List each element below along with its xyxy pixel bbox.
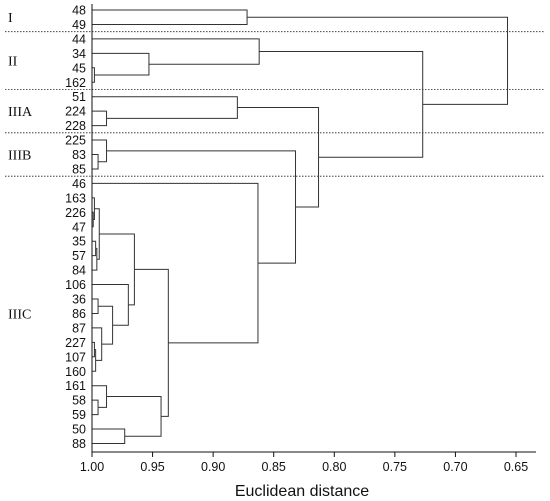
dendrogram-link-d17	[134, 268, 169, 417]
dendrogram-link-d3	[92, 240, 97, 257]
leaf-label: 107	[65, 350, 86, 364]
leaf-label: 49	[72, 18, 86, 32]
group-label: IIIC	[8, 307, 31, 322]
leaf-label: 86	[72, 307, 86, 321]
leaf-label: 46	[72, 177, 86, 191]
leaf-label: 106	[65, 278, 86, 292]
x-tick-label: 0.75	[383, 460, 407, 474]
dendrogram-link-d12	[99, 233, 135, 306]
dendrogram-link-b1	[92, 110, 108, 127]
x-tick-label: 0.85	[262, 460, 286, 474]
dendrogram-link-a2	[92, 52, 150, 76]
x-tick-label: 1.00	[80, 460, 104, 474]
leaf-label: 59	[72, 408, 86, 422]
leaf-label: 160	[65, 365, 86, 379]
leaf-label: 226	[65, 206, 86, 220]
leaf-label: 48	[72, 4, 86, 18]
dendrogram-branches	[92, 9, 509, 444]
x-tick-label: 0.90	[201, 460, 225, 474]
leaf-label: 225	[65, 134, 86, 148]
leaf-label: 88	[72, 437, 86, 451]
dendrogram-link-d1	[92, 211, 94, 228]
dendrogram-link-e2	[237, 107, 320, 208]
leaf-label: 228	[65, 119, 86, 133]
leaf-label: 84	[72, 264, 86, 278]
x-axis-label: Euclidean distance	[235, 483, 369, 500]
dendrogram-link-d16	[106, 396, 162, 437]
dendrogram-link-II	[92, 38, 260, 65]
leaf-label: 224	[65, 105, 86, 119]
leaf-label: 227	[65, 336, 86, 350]
dendrogram-link-I	[92, 9, 248, 25]
leaf-label: 35	[72, 235, 86, 249]
leaf-labels: 4849443445162512242282258385461632264735…	[65, 4, 86, 452]
group-label: IIIA	[8, 105, 33, 120]
x-tick-label: 0.80	[322, 460, 346, 474]
leaf-label: 57	[72, 249, 86, 263]
group-label: II	[8, 55, 18, 70]
group-label: IIIB	[8, 149, 31, 164]
leaf-label: 50	[72, 423, 86, 437]
leaf-label: 83	[72, 148, 86, 162]
dendrogram-link-d15	[92, 428, 126, 444]
dendrogram-link-IIIC	[92, 182, 259, 344]
x-axis: 1.00 0.95 0.90 0.85 0.80 0.75 0.70 0.65	[80, 4, 536, 474]
dendrogram-link-d11	[92, 284, 129, 326]
dendrogram-link-root	[247, 16, 509, 105]
leaf-label: 87	[72, 321, 86, 335]
leaf-label: 51	[72, 90, 86, 104]
leaf-label: 85	[72, 162, 86, 176]
dendrogram-link-d9	[92, 327, 103, 361]
leaf-label: 34	[72, 47, 86, 61]
leaf-label: 163	[65, 191, 86, 205]
leaf-label: 161	[65, 379, 86, 393]
x-tick-label: 0.65	[504, 460, 528, 474]
x-tick-label: 0.95	[140, 460, 164, 474]
dendrogram-link-IIIB	[92, 139, 108, 163]
leaf-label: 47	[72, 220, 86, 234]
leaf-label: 58	[72, 394, 86, 408]
dendrogram-link-d8	[92, 349, 97, 372]
dendrogram-link-d13	[92, 399, 99, 416]
dendrogram-link-d10	[98, 305, 114, 345]
leaf-label: 36	[72, 293, 86, 307]
dendrogram-link-IIIA	[92, 96, 238, 119]
leaf-label: 162	[65, 76, 86, 90]
dendrogram-link-d4	[92, 247, 98, 271]
leaf-label: 45	[72, 61, 86, 75]
group-label: I	[8, 11, 13, 26]
dendrogram-link-c1	[92, 154, 99, 170]
dendrogram-link-e3	[259, 51, 424, 158]
x-tick-label: 0.70	[443, 460, 467, 474]
dendrogram-link-d14	[92, 385, 108, 408]
leaf-label: 44	[72, 32, 86, 46]
group-separators	[5, 31, 545, 177]
dendrogram-link-d6	[92, 298, 99, 314]
